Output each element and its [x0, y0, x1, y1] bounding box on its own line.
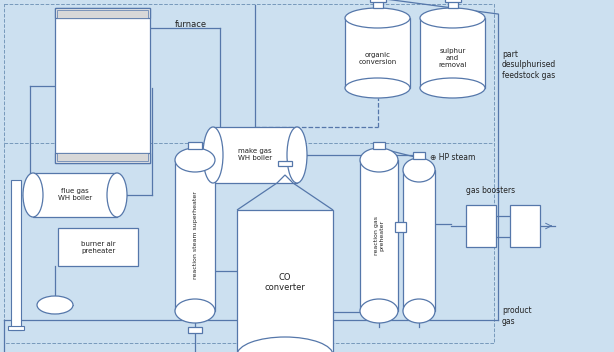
- Bar: [373, 142, 385, 149]
- Bar: [57, 153, 148, 161]
- Bar: [11, 180, 21, 330]
- Ellipse shape: [23, 173, 43, 217]
- Bar: [55, 8, 150, 18]
- Ellipse shape: [403, 299, 435, 323]
- Text: part
desulphurised
feedstock gas: part desulphurised feedstock gas: [502, 50, 556, 80]
- Bar: [360, 160, 398, 311]
- Bar: [395, 221, 406, 232]
- Text: sulphur
and
removal: sulphur and removal: [438, 48, 467, 68]
- Bar: [188, 327, 202, 333]
- Bar: [466, 205, 496, 247]
- Ellipse shape: [403, 158, 435, 182]
- Text: product
gas: product gas: [502, 306, 532, 326]
- Ellipse shape: [345, 8, 410, 28]
- Ellipse shape: [287, 127, 307, 183]
- Text: organic
conversion: organic conversion: [359, 51, 397, 64]
- Bar: [510, 205, 540, 247]
- Text: make gas
WH boiler: make gas WH boiler: [238, 149, 272, 162]
- Bar: [370, 0, 386, 2]
- Bar: [403, 170, 435, 311]
- Ellipse shape: [107, 173, 127, 217]
- Bar: [4, 4, 494, 144]
- Bar: [188, 142, 202, 149]
- Text: reaction steam superheater: reaction steam superheater: [193, 191, 198, 279]
- Text: CO
converter: CO converter: [265, 273, 305, 292]
- Bar: [57, 10, 148, 18]
- Ellipse shape: [420, 8, 485, 28]
- Bar: [55, 8, 150, 163]
- Ellipse shape: [37, 296, 73, 314]
- Ellipse shape: [360, 148, 398, 172]
- Bar: [445, 0, 460, 2]
- Bar: [55, 153, 150, 163]
- Ellipse shape: [345, 78, 410, 98]
- Text: furnace: furnace: [175, 20, 207, 29]
- Bar: [448, 0, 457, 8]
- Ellipse shape: [420, 78, 485, 98]
- Bar: [175, 160, 215, 311]
- Bar: [420, 18, 485, 88]
- Bar: [213, 127, 297, 183]
- Bar: [33, 173, 117, 217]
- Bar: [373, 0, 383, 8]
- Ellipse shape: [175, 148, 215, 172]
- Bar: [413, 152, 425, 159]
- Text: reaction gas
preheater: reaction gas preheater: [373, 216, 384, 255]
- Bar: [4, 143, 494, 343]
- Bar: [58, 228, 138, 266]
- Ellipse shape: [175, 299, 215, 323]
- Ellipse shape: [237, 337, 333, 352]
- Bar: [8, 326, 24, 330]
- Bar: [345, 18, 410, 88]
- Text: burner air
preheater: burner air preheater: [80, 240, 115, 253]
- Text: gas boosters: gas boosters: [467, 186, 516, 195]
- Text: ⊕ HP steam: ⊕ HP steam: [430, 153, 475, 163]
- Ellipse shape: [360, 299, 398, 323]
- Bar: [237, 210, 333, 352]
- Bar: [278, 161, 292, 166]
- Ellipse shape: [203, 127, 223, 183]
- Text: flue gas
WH boiler: flue gas WH boiler: [58, 189, 92, 201]
